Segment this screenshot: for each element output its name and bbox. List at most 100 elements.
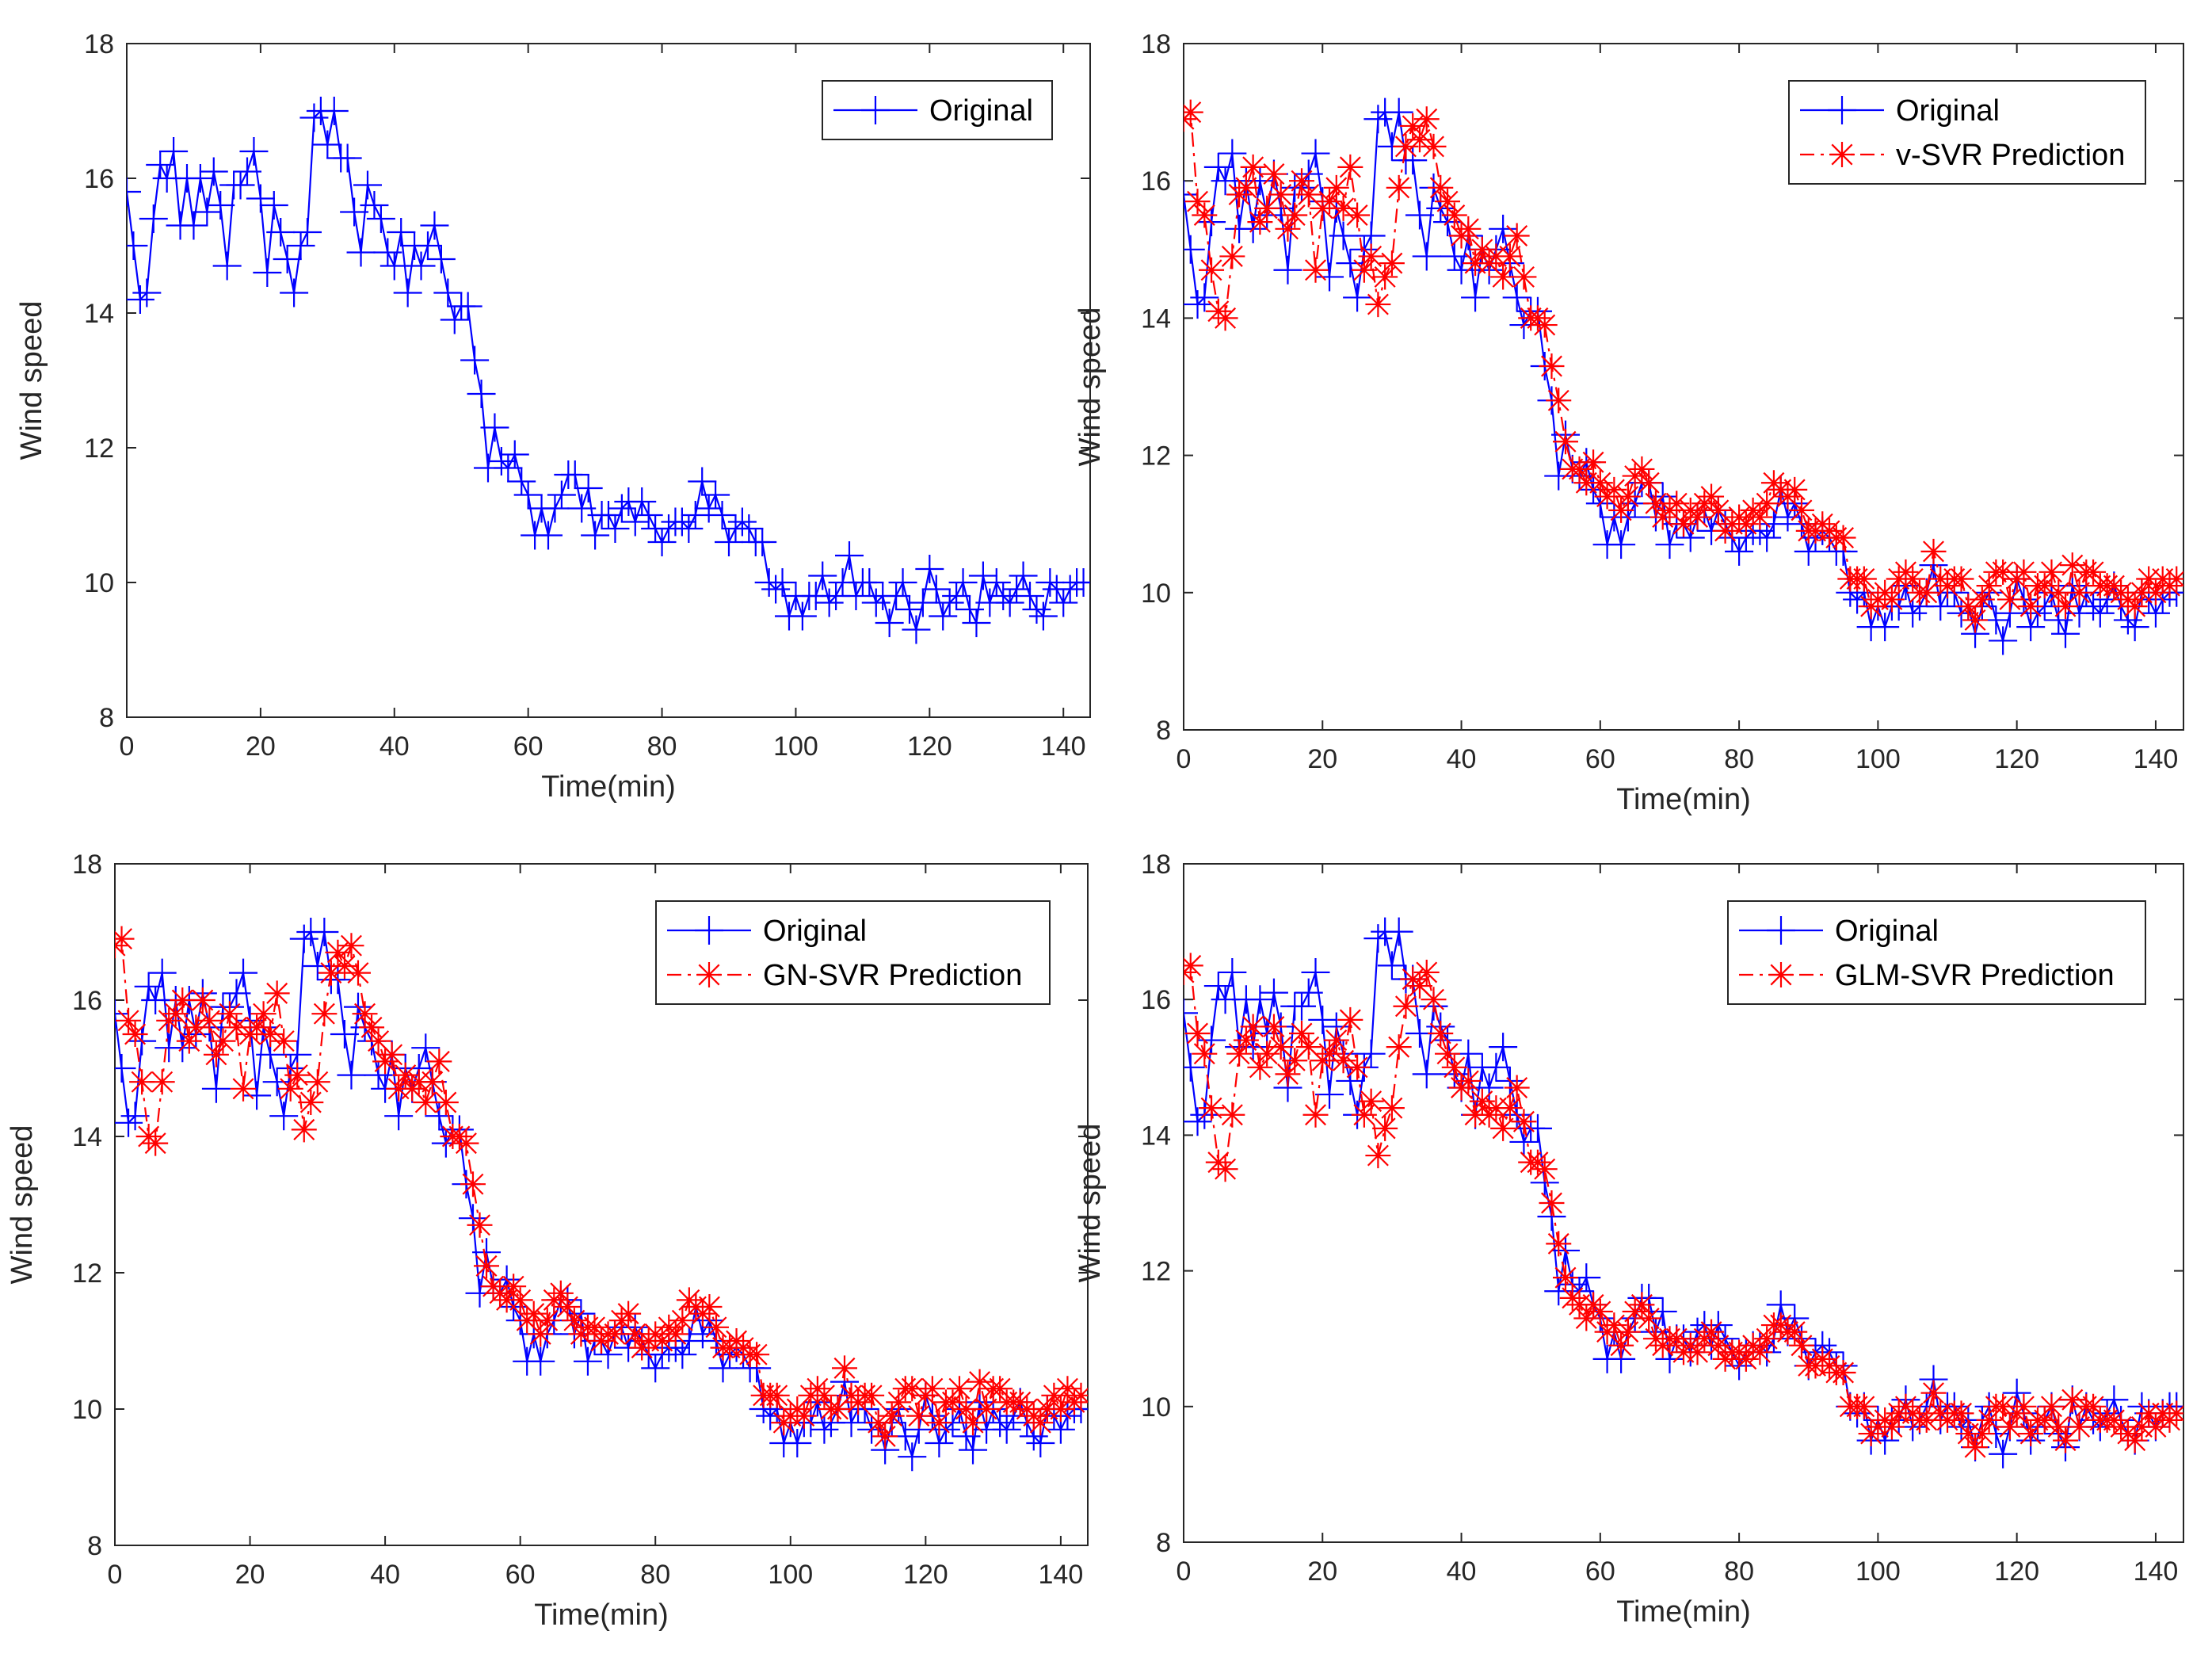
data-point xyxy=(1365,292,1391,318)
data-point xyxy=(1782,476,1808,502)
data-point xyxy=(1337,154,1363,180)
data-point xyxy=(2079,592,2108,621)
data-point xyxy=(1315,1080,1344,1109)
data-point xyxy=(1192,202,1218,228)
data-point xyxy=(1830,525,1856,551)
data-point xyxy=(1725,537,1754,566)
data-point xyxy=(1351,1102,1377,1128)
data-point xyxy=(2142,1414,2168,1440)
data-point xyxy=(1463,250,1489,277)
panel-glm-svr: 0 20 40 60 80 100 120 140 8 10 12 14 16 18 Time(min) Wi… xyxy=(1074,850,2184,1629)
data-point xyxy=(433,1090,459,1115)
data-point xyxy=(146,151,175,179)
y-tick-label: 18 xyxy=(1141,850,1171,880)
data-point xyxy=(1948,1400,1974,1426)
data-point xyxy=(1393,993,1419,1019)
data-point xyxy=(384,1102,414,1131)
data-point xyxy=(147,958,177,987)
data-point xyxy=(303,952,332,980)
data-point xyxy=(122,1022,148,1047)
data-point xyxy=(1483,1095,1509,1121)
data-point xyxy=(129,1069,155,1095)
data-point xyxy=(940,1389,966,1415)
data-point xyxy=(127,285,154,314)
data-point xyxy=(1184,189,1211,215)
data-point xyxy=(662,1321,688,1347)
x-tick-label: 120 xyxy=(1994,744,2039,774)
data-point xyxy=(1302,1102,1329,1128)
data-point xyxy=(513,480,543,510)
x-tick-label: 60 xyxy=(1585,744,1615,774)
data-point xyxy=(250,1001,276,1027)
data-point xyxy=(1962,607,1989,633)
data-point xyxy=(1539,1190,1565,1216)
data-point xyxy=(2129,579,2155,605)
data-point xyxy=(1455,216,1482,242)
data-point xyxy=(1372,1115,1398,1141)
data-point xyxy=(373,238,402,267)
data-point xyxy=(1363,924,1393,953)
x-tick-label: 40 xyxy=(1447,744,1477,774)
data-point xyxy=(1531,312,1558,338)
data-point xyxy=(2031,573,2058,599)
data-point xyxy=(1323,1027,1349,1053)
y-tick-label: 12 xyxy=(1141,1257,1171,1287)
data-point xyxy=(467,1212,493,1238)
data-point xyxy=(289,924,318,953)
data-point xyxy=(1184,1107,1212,1136)
data-point xyxy=(1851,1393,1877,1419)
legend-box xyxy=(655,900,1051,1005)
data-point xyxy=(1788,497,1814,523)
data-point xyxy=(360,191,389,220)
data-point xyxy=(1047,1396,1074,1422)
y-tick-label: 16 xyxy=(84,164,114,194)
data-point xyxy=(1184,290,1212,319)
data-point xyxy=(2059,1387,2085,1413)
data-point xyxy=(1629,1292,1655,1318)
data-point xyxy=(277,1075,303,1102)
data-point xyxy=(223,1014,250,1041)
y-tick-label: 16 xyxy=(1141,166,1171,197)
data-point xyxy=(607,494,636,523)
data-point xyxy=(1752,523,1782,552)
legend-marker xyxy=(1767,916,1795,945)
legend: Original GLM-SVR Prediction xyxy=(1727,900,2146,1005)
data-point xyxy=(1386,1034,1412,1060)
y-tick-label: 16 xyxy=(72,986,102,1016)
data-point xyxy=(915,555,944,583)
data-point xyxy=(1920,1380,1947,1406)
data-point xyxy=(1009,561,1038,590)
data-point xyxy=(929,602,958,631)
panel-original: 0 20 40 60 80 100 120 140 8 10 12 14 16 18 Time(min) Wi… xyxy=(15,29,1091,804)
legend-label: GLM-SVR Prediction xyxy=(1835,959,2115,992)
data-point xyxy=(333,143,362,173)
x-tick-label: 100 xyxy=(768,1560,813,1590)
x-axis-title: Time(min) xyxy=(1616,783,1751,816)
data-point xyxy=(1356,1039,1386,1068)
data-point xyxy=(340,197,369,227)
data-point xyxy=(1502,283,1531,312)
data-point xyxy=(764,1382,790,1408)
data-point xyxy=(269,1102,299,1131)
data-point xyxy=(526,1346,555,1376)
data-point xyxy=(547,1280,574,1306)
data-point xyxy=(143,1130,169,1156)
data-point xyxy=(440,305,469,334)
data-point xyxy=(1190,283,1219,312)
data-point xyxy=(1400,113,1426,139)
data-point xyxy=(974,1396,1000,1422)
data-point xyxy=(1455,1067,1482,1094)
data-point xyxy=(534,1308,560,1334)
x-tick-label: 120 xyxy=(903,1560,948,1590)
legend-marker xyxy=(861,96,890,124)
data-point xyxy=(1441,202,1467,228)
data-point xyxy=(1240,154,1266,180)
legend-label: Original xyxy=(929,94,1033,128)
data-point xyxy=(1406,127,1432,153)
data-point xyxy=(1747,504,1773,530)
data-point xyxy=(1733,511,1759,537)
data-point xyxy=(222,979,251,1008)
data-point xyxy=(1301,139,1330,168)
data-point xyxy=(761,575,791,604)
data-point xyxy=(960,1410,986,1436)
